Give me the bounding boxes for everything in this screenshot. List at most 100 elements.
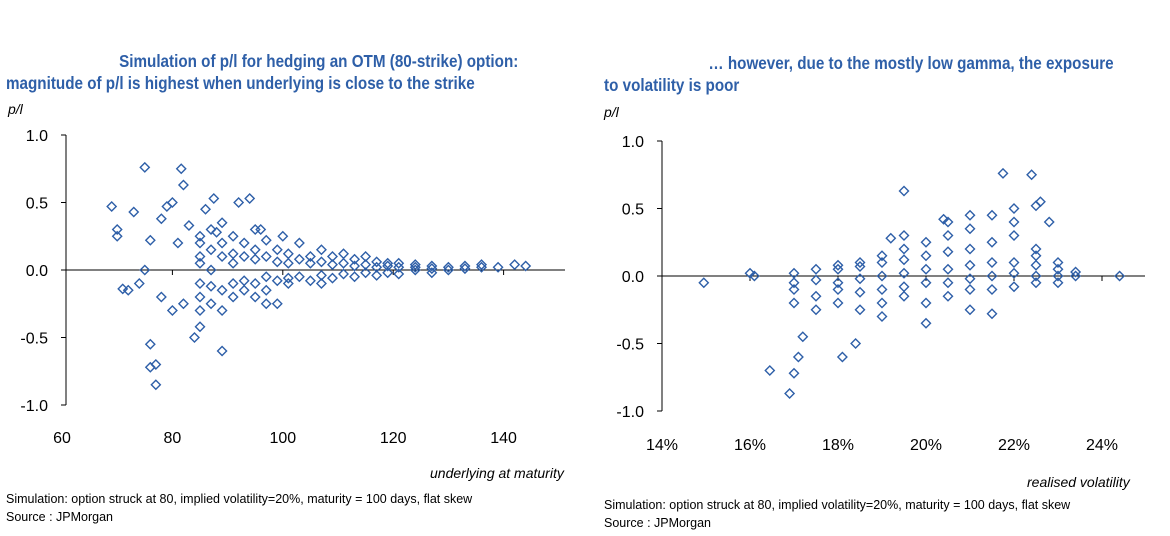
chart1-data-point (194, 251, 206, 262)
chart2-data-point (832, 284, 844, 295)
chart2-x-tick-label: 22% (998, 437, 1030, 454)
chart1-data-point (238, 237, 250, 249)
chart1-data-point (233, 197, 245, 208)
chart2-data-point (1030, 243, 1042, 255)
chart1-data-point (338, 248, 350, 260)
chart1-title-line1: Simulation of p/l for hedging an OTM (80… (119, 51, 519, 71)
chart2-data-point (832, 259, 844, 271)
chart2-title-line2: to volatility is poor (604, 75, 740, 95)
chart1-data-point (150, 359, 162, 370)
chart2-data-point (898, 267, 910, 279)
chart1-data-point (139, 161, 151, 173)
chart1-data-point (271, 298, 283, 310)
chart2-data-point (788, 277, 800, 289)
chart2-x-tick-label: 16% (734, 437, 766, 454)
chart2-data-point (1008, 267, 1020, 279)
chart2-source: Source : JPMorgan (604, 516, 711, 530)
chart1-data-point (382, 267, 394, 279)
chart2-data-point (1008, 203, 1020, 214)
chart2-title-line1: … however, due to the mostly low gamma, … (708, 53, 1114, 73)
chart1-data-point (144, 234, 156, 246)
chart2-data-point (898, 185, 910, 197)
chart2-data-point (885, 232, 897, 244)
chart1-data-point (260, 284, 272, 296)
chart2-title: … however, due to the mostly low gamma, … (604, 52, 1114, 96)
chart1-data-point (393, 261, 405, 273)
chart1-data-point (249, 244, 261, 256)
chart1-data-point (216, 305, 228, 316)
chart2-data-point (810, 263, 822, 275)
chart2-data-point (876, 270, 888, 282)
chart1-data-point (349, 253, 361, 265)
chart1-data-point (133, 278, 145, 289)
chart2-data-point (1052, 263, 1064, 275)
chart2-data-point (898, 243, 910, 255)
chart1-data-point (360, 251, 372, 262)
chart2-data-point (792, 351, 804, 363)
chart2-data-point (1070, 270, 1082, 282)
chart2-data-point (1026, 169, 1038, 181)
chart1-data-point (304, 257, 316, 269)
chart1-data-point (216, 284, 228, 296)
chart1-data-point (249, 291, 261, 303)
chart2-y-tick-label: 0.5 (622, 202, 644, 219)
chart1-data-point (175, 163, 187, 175)
chart1-ylabel: p/l (8, 101, 23, 117)
chart2-x-tick-label: 14% (646, 437, 678, 454)
chart1-data-point (255, 224, 267, 235)
chart2-data-point (898, 254, 910, 266)
chart2-x-tick-label: 18% (822, 437, 854, 454)
chart2-data-point (876, 257, 888, 268)
chart2-data-point (797, 331, 809, 343)
chart2-data-point (788, 284, 800, 295)
chart1-data-point (194, 305, 206, 316)
chart2-data-point (1030, 259, 1042, 271)
chart1-data-point (205, 224, 217, 235)
chart1-data-point (205, 298, 217, 310)
chart1-data-point (260, 234, 272, 246)
chart2-data-point (997, 167, 1009, 179)
chart2-data-point (986, 308, 998, 320)
chart2-data-point (1114, 270, 1126, 282)
chart1-source: Source : JPMorgan (6, 510, 113, 524)
chart1-data-point (150, 379, 162, 391)
chart2-data-point (876, 311, 888, 322)
chart2-data-point (938, 213, 950, 225)
chart1-data-point (216, 237, 228, 249)
chart1-data-point (155, 291, 167, 303)
chart1-data-point (277, 230, 289, 242)
chart2-data-point (788, 367, 800, 379)
chart1-data-point (177, 179, 189, 191)
chart2-data-point (898, 281, 910, 293)
chart2-data-point (942, 277, 954, 289)
chart1-data-point (360, 267, 372, 279)
chart1-data-point (293, 253, 305, 265)
chart1-data-point (227, 257, 239, 269)
chart1-title-line2: magnitude of p/l is highest when underly… (6, 73, 475, 93)
chart1-data-point (244, 192, 256, 204)
chart2-data-point (898, 290, 910, 302)
chart1-data-point (216, 217, 228, 229)
chart1-data-point (426, 267, 438, 279)
chart2-data-point (748, 270, 760, 282)
chart2-data-point (942, 216, 954, 228)
chart1-data-point (208, 192, 220, 204)
chart1-data-point (238, 275, 250, 287)
chart1-data-point (282, 257, 294, 269)
chart1-data-point (216, 345, 228, 357)
chart2-data-point (854, 286, 866, 298)
chart2-data-point (1030, 250, 1042, 262)
chart1-data-point (194, 321, 206, 333)
chart2-data-point (986, 236, 998, 248)
chart2-y-tick-label: 1.0 (622, 134, 644, 151)
chart2-data-point (920, 297, 932, 309)
chart1-data-point (492, 261, 504, 273)
chart1-data-point (194, 257, 206, 269)
chart2-data-point (876, 284, 888, 295)
chart2-data-point (964, 304, 976, 316)
chart2-data-point (964, 284, 976, 295)
chart2-data-point (1008, 257, 1020, 268)
chart1-data-point (238, 284, 250, 296)
chart1-data-point (371, 256, 383, 268)
chart1-y-tick-label: -1.0 (20, 398, 48, 415)
